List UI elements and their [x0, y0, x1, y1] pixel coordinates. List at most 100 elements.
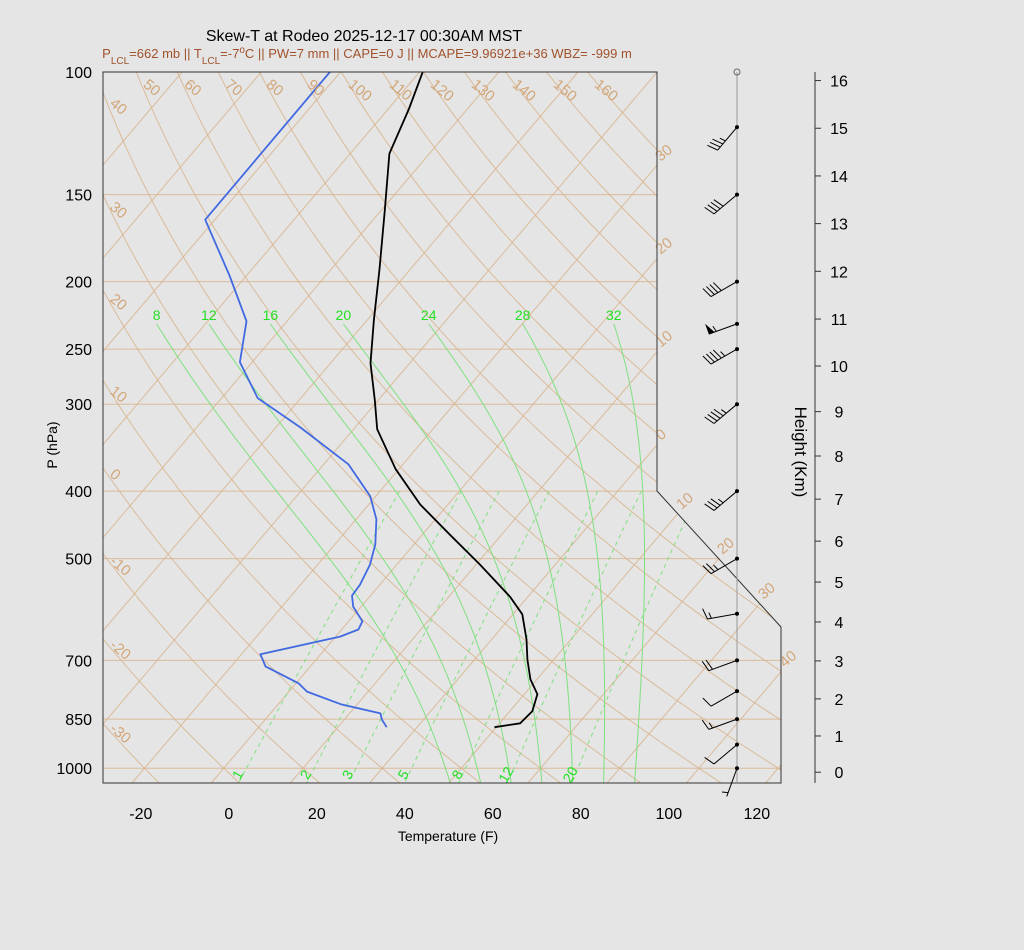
- wind-barb: [704, 742, 739, 765]
- y2-tick-label: 6: [835, 534, 844, 551]
- y2-tick-label: 2: [835, 692, 844, 709]
- barb-base: [735, 402, 739, 407]
- y2-tick-label: 4: [835, 615, 844, 632]
- x-tick-label: 120: [743, 806, 770, 823]
- dry-adiabat: [103, 72, 240, 783]
- barb-base: [735, 717, 739, 722]
- dry-adiabat: [103, 72, 481, 783]
- dry-adiabat: [103, 72, 160, 783]
- wind-barb: [701, 658, 739, 672]
- y-tick-label: 850: [65, 712, 92, 729]
- isotherm: [103, 72, 500, 783]
- y2-tick-label: 9: [835, 405, 844, 422]
- y-tick-label: 200: [65, 275, 92, 292]
- barb-half-feather: [708, 612, 712, 619]
- moist-adiabat-label: 20: [336, 307, 352, 323]
- barb-feather: [712, 282, 722, 291]
- x-axis-label: Temperature (F): [398, 828, 498, 844]
- dry-adiabat: [176, 72, 781, 783]
- isotherm: [103, 72, 420, 783]
- barb-staff: [708, 718, 738, 730]
- isotherm: [103, 72, 579, 783]
- barb-feather: [710, 411, 721, 419]
- dry-adiabat: [217, 72, 781, 783]
- barb-base: [735, 489, 739, 494]
- barb-staff: [710, 281, 738, 298]
- barb-feather: [704, 757, 715, 765]
- wind-barb: [704, 192, 739, 215]
- y-tick-label: 250: [65, 342, 92, 359]
- barb-staff: [726, 768, 738, 797]
- dry-adiabat: [258, 72, 781, 783]
- barb-feather: [706, 563, 715, 573]
- barb-feather: [702, 697, 712, 707]
- isotherm: [103, 72, 341, 783]
- y2-tick-label: 15: [830, 121, 848, 138]
- y-tick-label: 400: [65, 484, 92, 501]
- barb-feather: [701, 661, 710, 671]
- barb-feather: [709, 351, 719, 361]
- mixing-ratio-label: 12: [495, 764, 517, 786]
- chart-title: Skew-T at Rodeo 2025-12-17 00:30AM MST: [206, 28, 523, 45]
- subtitle-part: C || PW=7 mm || CAPE=0 J || MCAPE=9.9692…: [245, 46, 632, 61]
- y-tick-label: 100: [65, 65, 92, 82]
- isotherm: [131, 72, 737, 783]
- wind-barb: [702, 347, 739, 365]
- y2-tick-label: 1: [835, 729, 844, 746]
- moist-adiabat-label: 12: [201, 307, 217, 323]
- dewpoint-line: [204, 72, 388, 728]
- moist-adiabat-label: 32: [606, 307, 622, 323]
- subtitle-part: =662 mb || T: [129, 46, 202, 61]
- barb-feather: [710, 498, 721, 506]
- y-axis-label: P (hPa): [44, 421, 60, 468]
- barb-half-feather: [719, 137, 726, 142]
- barb-half-feather: [713, 564, 719, 571]
- y-tick-label: 150: [65, 188, 92, 205]
- wind-barb: [704, 489, 739, 511]
- y2-tick-label: 16: [830, 74, 848, 91]
- dry-adiabat: [135, 72, 781, 783]
- barb-half-feather: [708, 722, 713, 729]
- isotherm: [527, 72, 781, 783]
- y2-tick-label: 5: [835, 575, 844, 592]
- barb-feather: [712, 138, 724, 145]
- subtitle-part: LCL: [202, 56, 221, 67]
- barb-feather: [709, 284, 719, 293]
- moist-adiabat: [342, 323, 543, 783]
- mixing-ratio-line: [306, 490, 462, 783]
- x-tick-label: 80: [572, 806, 590, 823]
- wind-barb: [702, 556, 739, 575]
- mixing-ratio-line: [348, 490, 500, 783]
- moist-adiabat: [613, 323, 645, 783]
- wind-barb: [721, 766, 739, 797]
- barb-base: [735, 766, 739, 771]
- barb-feather: [704, 416, 715, 424]
- barb-base: [735, 742, 739, 747]
- y2-tick-label: 0: [835, 765, 844, 782]
- wind-barb: [702, 279, 739, 298]
- x-tick-label: -20: [129, 806, 152, 823]
- barb-feather: [710, 201, 721, 210]
- barb-feather: [704, 503, 715, 511]
- dry-adiabat: [340, 72, 781, 783]
- barb-pennant: [705, 323, 715, 335]
- subtitle-part: LCL: [111, 56, 130, 67]
- dry-adiabat: [103, 72, 401, 783]
- moist-adiabat-label: 16: [263, 307, 279, 323]
- dry-adiabat: [299, 72, 781, 783]
- y-tick-label: 300: [65, 397, 92, 414]
- y2-tick-label: 3: [835, 654, 844, 671]
- barb-base: [735, 321, 739, 326]
- y2-tick-label: 10: [830, 359, 848, 376]
- y2-tick-label: 7: [835, 492, 844, 509]
- barb-staff: [713, 744, 738, 765]
- barb-feather: [702, 565, 712, 575]
- y2-tick-label: 8: [835, 449, 844, 466]
- moist-adiabat: [269, 323, 512, 783]
- barb-base: [735, 689, 739, 694]
- barb-feather: [709, 141, 721, 148]
- moist-adiabat: [208, 323, 482, 783]
- barb-staff: [708, 659, 738, 672]
